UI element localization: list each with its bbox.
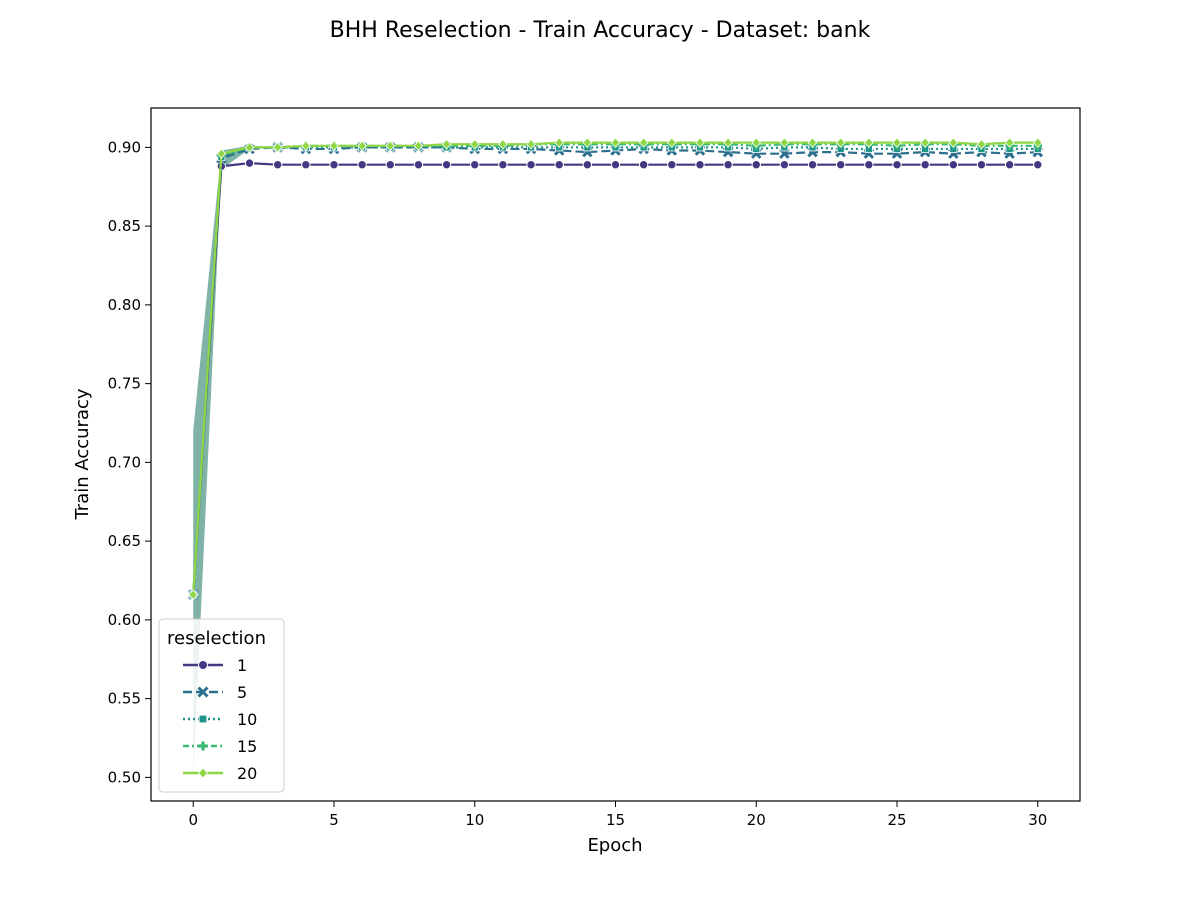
data-point-1-2 (244, 158, 255, 168)
data-point-20-16 (638, 137, 649, 148)
data-point-1-3 (272, 160, 283, 170)
data-point-20-7 (385, 140, 396, 152)
data-point-1-26 (920, 160, 930, 170)
legend-label-1: 1 (237, 656, 247, 675)
y-axis-label: Train Accuracy (72, 388, 93, 520)
data-point-1-25 (892, 160, 902, 170)
data-point-1-18 (695, 160, 705, 170)
legend-label-20: 20 (237, 764, 257, 783)
legend-box (158, 618, 285, 793)
data-point-20-26 (920, 137, 930, 148)
data-point-1-4 (301, 160, 311, 170)
legend-marker-10 (198, 714, 208, 724)
x-tick-label-10: 10 (465, 811, 484, 829)
data-point-20-13 (554, 137, 564, 148)
data-point-1-14 (582, 160, 593, 170)
data-point-20-8 (413, 140, 424, 152)
data-point-20-29 (1004, 137, 1015, 148)
data-point-20-25 (892, 137, 902, 148)
data-point-20-14 (582, 137, 593, 148)
data-point-1-12 (526, 160, 536, 170)
data-point-1-10 (470, 160, 480, 170)
data-point-1-28 (976, 160, 987, 170)
data-point-1-6 (357, 160, 367, 170)
data-point-1-20 (751, 160, 761, 170)
data-point-20-21 (779, 137, 790, 148)
data-point-1-11 (498, 160, 508, 170)
legend-marker-20 (197, 767, 209, 779)
data-point-20-24 (864, 137, 874, 148)
data-point-20-0 (188, 589, 198, 600)
x-tick-label-25: 25 (887, 811, 906, 829)
data-point-1-27 (948, 160, 959, 170)
legend-title: reselection (167, 628, 266, 649)
legend-label-15: 15 (237, 737, 257, 756)
data-point-1-8 (413, 160, 424, 170)
data-point-1-15 (610, 160, 621, 170)
data-point-20-27 (948, 137, 959, 148)
data-point-20-17 (667, 137, 677, 148)
x-axis-label: Epoch (587, 835, 642, 856)
data-point-20-10 (470, 139, 480, 150)
x-tick-label-15: 15 (606, 811, 625, 829)
data-point-1-5 (329, 160, 339, 170)
data-point-1-9 (441, 160, 452, 170)
y-tick-label-0.50: 0.50 (108, 768, 141, 786)
y-tick-label-0.85: 0.85 (108, 217, 141, 235)
data-point-20-28 (976, 139, 987, 150)
y-tick-label-0.70: 0.70 (108, 453, 141, 471)
data-point-20-23 (835, 137, 846, 148)
data-point-1-24 (864, 160, 874, 170)
x-tick-label-5: 5 (329, 811, 339, 829)
legend-marker-1 (198, 660, 208, 670)
data-point-20-1 (216, 148, 227, 159)
data-point-20-11 (498, 139, 508, 150)
chart-title: BHH Reselection - Train Accuracy - Datas… (330, 18, 871, 43)
legend-label-10: 10 (237, 710, 257, 729)
data-point-20-15 (610, 137, 621, 148)
data-point-20-18 (695, 137, 705, 148)
data-point-1-21 (779, 160, 790, 170)
plot-area: 0 5 10 15 20 25 300.500.550.600.650.700.750.80… (108, 107, 1081, 829)
data-point-1-17 (667, 160, 677, 170)
data-point-20-19 (723, 137, 733, 148)
legend-marker-5 (197, 686, 209, 698)
confidence-band (193, 145, 250, 778)
x-tick-label-30: 30 (1028, 811, 1047, 829)
data-point-20-20 (751, 137, 761, 148)
y-tick-label-0.90: 0.90 (108, 138, 141, 156)
x-tick-label-0: 0 (188, 811, 198, 829)
data-point-20-3 (272, 142, 283, 153)
data-point-1-23 (836, 160, 846, 170)
data-point-1-16 (638, 160, 649, 170)
data-point-1-22 (807, 160, 818, 170)
data-point-20-22 (807, 137, 818, 148)
data-point-20-12 (526, 139, 536, 150)
x-tick-label-20: 20 (747, 811, 766, 829)
data-point-20-5 (329, 140, 339, 152)
data-point-1-30 (1033, 160, 1043, 170)
y-tick-label-0.75: 0.75 (108, 375, 141, 393)
data-point-1-13 (554, 160, 564, 170)
data-point-1-19 (723, 160, 733, 170)
data-point-1-7 (385, 160, 395, 170)
data-point-1-29 (1004, 160, 1015, 170)
data-point-20-30 (1033, 137, 1043, 148)
legend-marker-15 (198, 741, 208, 751)
data-point-20-9 (441, 139, 452, 150)
data-point-20-6 (357, 140, 367, 152)
data-point-20-4 (301, 140, 311, 152)
y-tick-label-0.55: 0.55 (108, 690, 141, 708)
data-point-20-2 (244, 142, 255, 153)
legend-label-5: 5 (237, 683, 247, 702)
y-tick-label-0.80: 0.80 (108, 296, 141, 314)
y-tick-label-0.60: 0.60 (108, 611, 141, 629)
y-tick-label-0.65: 0.65 (108, 532, 141, 550)
